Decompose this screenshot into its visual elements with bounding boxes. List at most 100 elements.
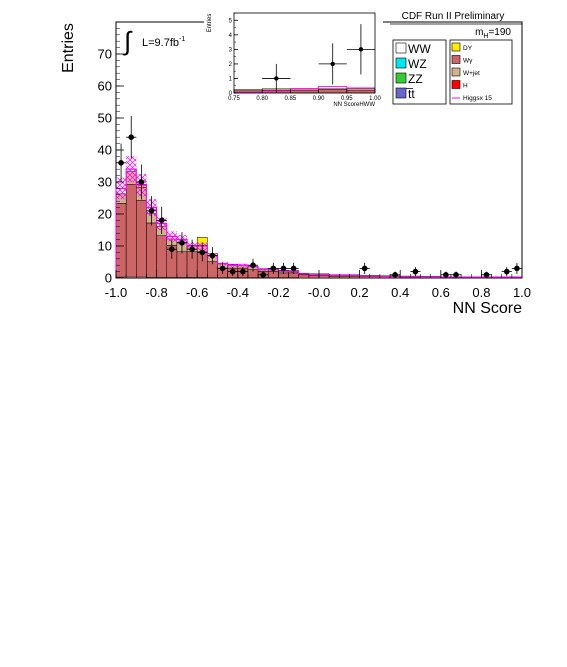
main-stacked-bars (115, 171, 523, 279)
main-data-point-10 (217, 262, 228, 274)
inset-bar-wjet-4 (346, 88, 376, 91)
main-x-tick-label: 0.8 (472, 285, 490, 300)
legend-label: Wγ (463, 58, 473, 65)
legend-swatch (395, 72, 407, 84)
inset-bar-wjet-3 (318, 88, 348, 90)
inset-bar-w-3 (318, 89, 348, 94)
main-data-point-38 (501, 267, 512, 277)
main-y-tick-label: 20 (98, 207, 112, 222)
legend-label: WW (408, 42, 431, 56)
inset-x-axis-label: NN ScoreHWW (333, 102, 375, 108)
inset-y-tick-label: 0 (229, 91, 233, 97)
main-data-point-24 (359, 262, 370, 274)
inset-x-tick-label: 0.95 (341, 96, 353, 102)
legend-label: ZZ (408, 72, 423, 86)
main-bar-w-21 (328, 275, 340, 279)
main-data-point-2 (136, 164, 147, 200)
legend-label: H (463, 83, 468, 90)
main-bar-w-9 (207, 261, 218, 278)
legend-swatch (395, 57, 407, 69)
main-data-point-5 (166, 239, 177, 259)
inset-y-tick-label: 1 (229, 77, 233, 83)
main-bar-w-2 (136, 199, 147, 278)
inset-bar-wjet-0 (233, 89, 263, 92)
main-x-tick-label: -0.2 (267, 285, 289, 300)
main-x-tick-label: -0.6 (186, 285, 208, 300)
main-x-tick-label: 0.4 (391, 285, 409, 300)
legend-swatch (395, 87, 407, 99)
legend-swatch (451, 42, 461, 52)
main-data-point-13 (247, 258, 259, 272)
main-y-tick-label: 0 (105, 271, 112, 286)
legend-right: DY Wγ W+jet H Higgsx 15 (449, 39, 513, 105)
inset-chart: 0.75 0.80 0.85 0.90 0.95 1.00 0 1 2 3 4 5 Entries N… (204, 8, 383, 108)
main-y-tick-label: 10 (98, 239, 112, 254)
inset-y-tick-label: 2 (229, 62, 233, 68)
main-bar-w-20 (318, 275, 330, 279)
main-data-point-16 (278, 262, 289, 274)
legend-label: t̅t (406, 87, 416, 101)
main-data-point-4 (156, 206, 167, 234)
main-y-tick-label: 70 (98, 47, 112, 62)
main-x-tick-label: 0.2 (351, 285, 369, 300)
main-y-tick-label: 50 (98, 111, 112, 126)
inset-x-tick-label: 0.85 (285, 96, 297, 102)
main-bar-w-4 (156, 235, 168, 278)
legend-swatch (451, 67, 461, 77)
main-data-point-15 (268, 262, 279, 274)
main-data-point-6 (176, 232, 188, 254)
main-x-tick-label: -0.0 (308, 285, 330, 300)
higgs-mass-label: mH=190 (475, 27, 511, 40)
main-data-point-11 (227, 267, 238, 277)
inset-bar-w-2 (290, 89, 319, 94)
legend-swatch (395, 42, 407, 54)
legend-swatch (451, 55, 461, 64)
legend-label: W+jet (463, 70, 480, 77)
x-axis-label: NN Score (453, 300, 522, 317)
main-bar-w-18 (298, 274, 310, 279)
main-y-tick-label: 40 (98, 143, 112, 158)
main-data-point-27 (390, 271, 401, 278)
inset-data-point-4 (346, 24, 375, 75)
inset-y-tick-label: 3 (229, 47, 233, 53)
legend-swatch (451, 80, 461, 89)
legend-label: WZ (408, 57, 427, 71)
main-data-point-17 (288, 262, 299, 274)
inset-data-point-1 (262, 63, 291, 93)
main-data-point-36 (481, 271, 492, 278)
main-x-tick-label: 0.6 (432, 285, 450, 300)
main-axes: -1.0 -0.8 -0.6 -0.4 -0.2 -0.0 0.2 0.4 0.6 0.8 1.00… (98, 21, 531, 300)
main-bar-w-6 (176, 251, 188, 278)
main-data-point-39 (511, 262, 522, 274)
luminosity-label: L=9.7fb-1 (142, 36, 185, 49)
main-x-tick-label: -0.8 (145, 285, 167, 300)
main-data-point-9 (207, 247, 218, 265)
main-bar-w-19 (308, 275, 320, 279)
inset-axes: 0.75 0.80 0.85 0.90 0.95 1.00 0 1 2 3 4 5 (228, 12, 381, 102)
main-chart: -1.0 -0.8 -0.6 -0.4 -0.2 -0.0 0.2 0.4 0.6 0.8 1.00… (60, 11, 531, 317)
main-y-tick-label: 30 (98, 175, 112, 190)
inset-data-points (262, 24, 375, 93)
main-data-point-32 (440, 271, 451, 278)
inset-y-tick-label: 5 (229, 18, 233, 24)
main-bar-w-22 (339, 275, 350, 279)
cdf-header: CDF Run II Preliminary (402, 11, 505, 22)
main-data-point-1 (126, 115, 137, 159)
main-data-point-7 (187, 239, 198, 259)
main-x-tick-label: -0.4 (227, 285, 249, 300)
main-x-tick-label: 1.0 (513, 285, 531, 300)
inset-data-point-3 (318, 43, 347, 85)
main-data-point-29 (410, 267, 421, 277)
main-y-tick-label: 60 (98, 79, 112, 94)
inset-x-tick-label: 1.00 (369, 96, 381, 102)
inset-higgs-line (233, 86, 375, 93)
main-data-point-14 (258, 271, 269, 278)
y-axis-label: Entries (60, 23, 77, 73)
main-bar-w-3 (146, 222, 157, 278)
main-bar-w-23 (349, 275, 360, 279)
main-data-point-12 (237, 267, 248, 277)
inset-plot-frame (233, 12, 376, 94)
inset-bar-w-4 (346, 89, 376, 94)
